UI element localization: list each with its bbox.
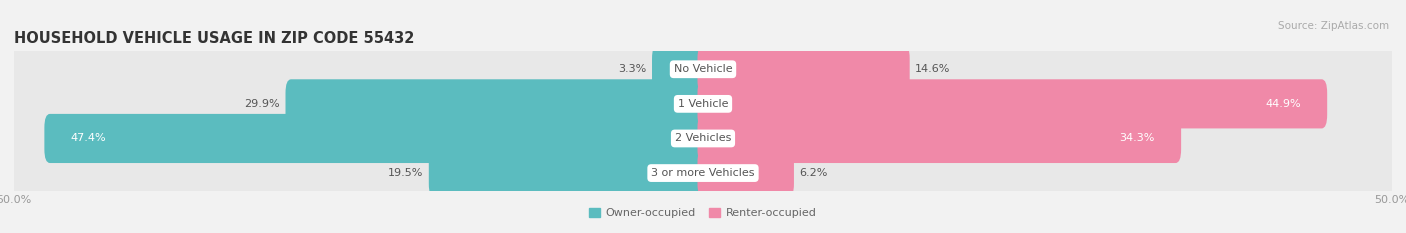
Text: 19.5%: 19.5% — [388, 168, 423, 178]
FancyBboxPatch shape — [7, 99, 1399, 178]
Text: Source: ZipAtlas.com: Source: ZipAtlas.com — [1278, 21, 1389, 31]
FancyBboxPatch shape — [429, 148, 709, 198]
FancyBboxPatch shape — [697, 79, 1327, 128]
Text: 3 or more Vehicles: 3 or more Vehicles — [651, 168, 755, 178]
FancyBboxPatch shape — [285, 79, 709, 128]
FancyBboxPatch shape — [652, 45, 709, 94]
FancyBboxPatch shape — [7, 64, 1399, 144]
Text: 44.9%: 44.9% — [1265, 99, 1301, 109]
FancyBboxPatch shape — [697, 114, 1181, 163]
Text: 34.3%: 34.3% — [1119, 134, 1154, 144]
Text: No Vehicle: No Vehicle — [673, 64, 733, 74]
Text: 6.2%: 6.2% — [800, 168, 828, 178]
FancyBboxPatch shape — [7, 29, 1399, 109]
Text: 29.9%: 29.9% — [245, 99, 280, 109]
Text: 3.3%: 3.3% — [619, 64, 647, 74]
FancyBboxPatch shape — [7, 30, 1399, 108]
FancyBboxPatch shape — [7, 134, 1399, 212]
Text: HOUSEHOLD VEHICLE USAGE IN ZIP CODE 55432: HOUSEHOLD VEHICLE USAGE IN ZIP CODE 5543… — [14, 31, 415, 46]
FancyBboxPatch shape — [7, 133, 1399, 213]
FancyBboxPatch shape — [697, 45, 910, 94]
Text: 2 Vehicles: 2 Vehicles — [675, 134, 731, 144]
FancyBboxPatch shape — [45, 114, 709, 163]
Text: 14.6%: 14.6% — [915, 64, 950, 74]
Text: 1 Vehicle: 1 Vehicle — [678, 99, 728, 109]
FancyBboxPatch shape — [697, 148, 794, 198]
Text: 47.4%: 47.4% — [70, 134, 107, 144]
Legend: Owner-occupied, Renter-occupied: Owner-occupied, Renter-occupied — [589, 208, 817, 218]
FancyBboxPatch shape — [7, 65, 1399, 143]
FancyBboxPatch shape — [7, 99, 1399, 178]
